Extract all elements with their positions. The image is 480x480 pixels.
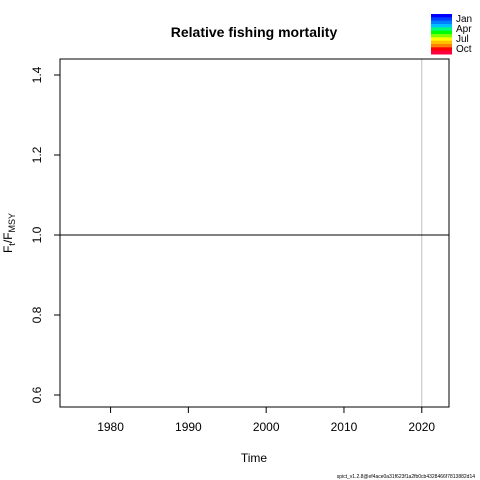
x-axis-label: Time <box>241 451 268 465</box>
legend-swatch <box>431 50 452 55</box>
x-tick-label: 1980 <box>97 420 124 434</box>
y-axis: 0.6 0.8 1.0 1.2 1.4 <box>30 66 60 403</box>
legend-entry: Oct <box>456 44 472 55</box>
legend-swatch <box>431 40 452 45</box>
legend-swatch <box>431 24 452 28</box>
y-axis-label-sub-msy: MSY <box>7 213 17 233</box>
y-tick-label: 1.2 <box>30 146 44 163</box>
x-axis: 1980 1990 2000 2010 2020 <box>97 407 435 434</box>
legend-swatch <box>431 14 452 18</box>
legend-gradient <box>431 14 452 55</box>
y-axis-label-sub-t: t <box>7 243 17 246</box>
legend-entry: Apr <box>456 24 472 35</box>
plot-content <box>60 59 449 407</box>
y-axis-label-base: F <box>1 246 15 253</box>
y-axis-label: Ft/FMSY <box>1 213 17 253</box>
x-tick-label: 2010 <box>331 420 358 434</box>
legend-swatch <box>431 37 452 42</box>
y-axis-label-sep: / <box>1 239 15 243</box>
legend-swatch <box>431 20 452 25</box>
y-tick-label: 1.0 <box>30 226 44 243</box>
y-tick-label: 0.8 <box>30 306 44 323</box>
legend-swatch <box>431 34 452 38</box>
legend-entry: Jan <box>456 14 472 25</box>
y-tick-label: 0.6 <box>30 386 44 403</box>
legend-swatch <box>431 30 452 35</box>
y-tick-label: 1.4 <box>30 66 44 83</box>
legend-entry: Jul <box>456 34 469 45</box>
legend-swatch <box>431 47 452 52</box>
legend-swatch <box>431 17 452 22</box>
x-tick-label: 1990 <box>175 420 202 434</box>
legend-swatch <box>431 44 452 48</box>
version-footer: spict_v1.2.8@ef4ace0a31f623f1a2fb0cb4328… <box>337 474 475 480</box>
chart-title: Relative fishing mortality <box>171 24 338 40</box>
x-tick-label: 2000 <box>253 420 280 434</box>
legend-swatch <box>431 27 452 32</box>
x-tick-label: 2020 <box>408 420 435 434</box>
y-axis-label-base-2: F <box>1 232 15 239</box>
plot-frame <box>59 58 450 408</box>
